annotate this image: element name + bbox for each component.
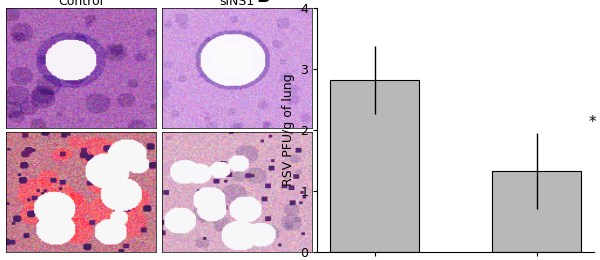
Text: B: B xyxy=(257,0,270,6)
Title: Control: Control xyxy=(58,0,103,8)
Bar xyxy=(492,171,581,252)
Text: *: * xyxy=(589,115,596,130)
Title: siNS1: siNS1 xyxy=(219,0,254,8)
Bar xyxy=(330,80,419,252)
Y-axis label: RSV PFU/g of lung: RSV PFU/g of lung xyxy=(282,74,295,186)
